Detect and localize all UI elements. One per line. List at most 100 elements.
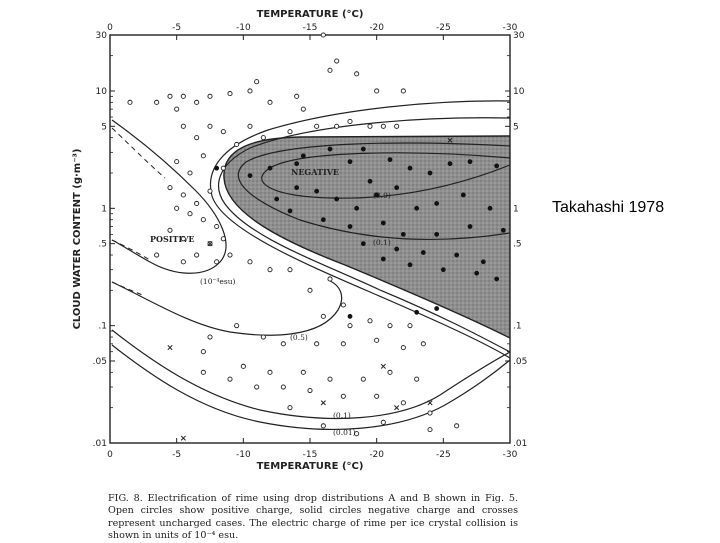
solid-circle-point: [247, 173, 253, 179]
solid-circle-point: [407, 262, 413, 268]
open-circle-point: [314, 123, 320, 129]
cross-point: [427, 400, 433, 406]
solid-circle-point: [454, 252, 460, 258]
open-circle-point: [380, 419, 386, 425]
y-tick-label-left: 5: [101, 122, 107, 132]
positive-region-label: POSITIVE: [150, 234, 195, 244]
open-circle-point: [340, 393, 346, 399]
open-circle-point: [347, 118, 353, 125]
open-circle-point: [180, 192, 186, 198]
dashed-extension-3: [111, 281, 146, 297]
outer-envelope-1: [217, 117, 510, 353]
open-circle-point: [367, 318, 373, 324]
x-tick-label-top: -15: [303, 23, 318, 33]
open-circle-point: [400, 400, 406, 406]
open-circle-point: [187, 170, 193, 176]
open-circle-point: [174, 205, 180, 211]
open-circle-point: [280, 341, 286, 347]
open-circle-point: [214, 259, 220, 265]
negative-region-label: NEGATIVE: [291, 167, 339, 177]
solid-circle-point: [434, 231, 440, 237]
data-points: [127, 32, 506, 441]
open-circle-point: [180, 236, 186, 242]
open-circle-point: [427, 427, 433, 433]
open-circle-point: [167, 227, 173, 233]
open-circle-point: [394, 123, 400, 129]
solid-circle-point: [400, 231, 406, 237]
y-tick-label-right: 10: [513, 87, 525, 97]
solid-circle-point: [214, 165, 220, 171]
open-circle-point: [174, 106, 180, 112]
open-circle-point: [354, 431, 360, 437]
open-circle-point: [180, 123, 186, 129]
open-circle-point: [340, 341, 346, 347]
open-circle-point: [300, 369, 306, 375]
open-circle-point: [247, 88, 253, 94]
solid-circle-point: [267, 165, 273, 171]
solid-circle-point: [394, 246, 400, 252]
open-circle-point: [154, 252, 160, 258]
x-ticks-bottom: 0 -5 -10 -15 -20 -25 -30: [107, 438, 518, 460]
open-circle-point: [240, 363, 246, 369]
bottom-axis-title: TEMPERATURE (°C): [257, 461, 364, 472]
open-circle-point: [207, 93, 213, 99]
open-circle-point: [420, 341, 426, 347]
dashed-extension-2: [111, 239, 151, 261]
solid-circle-point: [434, 201, 440, 206]
y-tick-label-left: 10: [96, 87, 108, 97]
solid-circle-point: [460, 192, 466, 198]
solid-circle-point: [380, 220, 386, 226]
solid-circle-point: [320, 217, 326, 223]
cross-point: [380, 363, 386, 369]
open-circle-point: [347, 323, 353, 329]
solid-circle-point: [467, 224, 473, 229]
y-axis-title: CLOUD WATER CONTENT (g·m⁻³): [72, 149, 83, 330]
y-ticks-left: 30 10 5 1 .5 .1 .05 .01: [93, 31, 115, 449]
open-circle-point: [294, 93, 300, 99]
open-circle-point: [220, 165, 226, 171]
contour-label-0-1-inner: (0.1): [373, 238, 391, 247]
open-circle-point: [220, 236, 226, 242]
open-circle-point: [200, 349, 206, 355]
open-circle-point: [287, 129, 293, 135]
y-tick-label-right: 1: [513, 204, 519, 214]
open-circle-point: [200, 153, 206, 159]
open-circle-point: [320, 32, 326, 38]
solid-circle-point: [380, 256, 386, 262]
solid-circle-point: [300, 153, 306, 159]
attribution-label: Takahashi 1978: [552, 199, 665, 216]
open-circle-point: [454, 423, 460, 429]
open-circle-point: [247, 259, 253, 265]
open-circle-point: [374, 88, 380, 94]
solid-circle-point: [287, 208, 293, 214]
open-circle-point: [234, 141, 240, 148]
dashed-extension-1: [111, 127, 166, 179]
y-tick-label-left: 30: [96, 31, 108, 41]
open-circle-point: [427, 410, 433, 416]
open-circle-point: [334, 123, 340, 129]
solid-circle-point: [314, 188, 320, 194]
solid-circle-point: [427, 170, 433, 176]
cross-point: [207, 241, 213, 247]
x-tick-label-top: -5: [172, 23, 181, 33]
solid-circle-point: [487, 205, 493, 211]
open-circle-point: [207, 188, 213, 194]
figure-caption: FIG. 8. Electrification of rime using dr…: [108, 493, 518, 542]
solid-circle-point: [347, 159, 353, 165]
open-circle-point: [200, 217, 206, 223]
open-circle-point: [300, 106, 306, 112]
x-tick-label-bottom: -15: [303, 450, 318, 460]
open-circle-point: [287, 267, 293, 273]
open-circle-point: [287, 405, 293, 411]
open-circle-point: [247, 123, 253, 129]
solid-circle-point: [440, 267, 446, 273]
cross-point: [320, 400, 326, 406]
open-circle-point: [380, 123, 386, 129]
y-tick-label-right: .5: [513, 240, 522, 250]
open-circle-point: [174, 159, 180, 165]
open-circle-point: [254, 384, 260, 390]
y-tick-label-right: .01: [513, 439, 527, 449]
x-tick-label-bottom: 0: [107, 450, 113, 460]
open-circle-point: [374, 337, 380, 343]
cross-point: [180, 435, 186, 441]
